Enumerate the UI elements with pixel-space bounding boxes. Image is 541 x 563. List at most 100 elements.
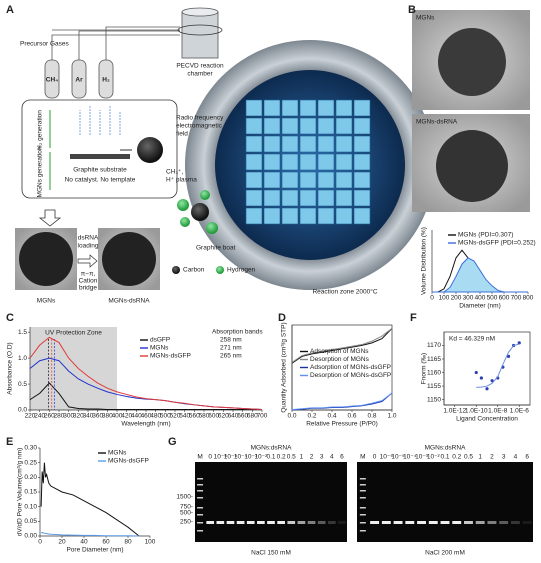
legend-label: MGNs-dsGFP (PDI=0.252) <box>458 240 536 247</box>
x-tick-label: 300 <box>463 295 474 302</box>
gas-label: H₂ <box>102 77 110 84</box>
cube <box>335 189 353 207</box>
y-axis-label: Quantity Adsorbed (cm³/g STP) <box>281 322 288 412</box>
loading-label: loading <box>78 243 99 250</box>
lane-label: 10⁻⁵ <box>224 454 238 461</box>
band <box>297 521 306 524</box>
y-tick-label: 0.00 <box>24 533 37 540</box>
cube <box>281 153 299 171</box>
line <box>29 336 263 410</box>
lane-label: 0.5 <box>287 454 296 461</box>
legend-label: Adsorption of MGNs <box>310 348 369 355</box>
cube <box>263 153 281 171</box>
line <box>291 392 393 411</box>
annotation: Kd = 46.329 nM <box>449 336 495 343</box>
x-tick-label: 20 <box>58 539 66 546</box>
x-tick-label: 600 <box>499 295 510 302</box>
band <box>487 521 497 524</box>
cube <box>245 117 263 135</box>
frame <box>443 331 531 406</box>
lane-label: 6 <box>525 454 529 461</box>
lane-label: 0.5 <box>464 454 473 461</box>
band <box>226 521 235 524</box>
marker-band <box>197 478 204 480</box>
gas-label: Ar <box>75 77 83 84</box>
legend-label: dsGFP <box>150 337 170 344</box>
x-tick-label: 1.0E-6 <box>510 408 530 415</box>
band <box>452 521 462 524</box>
tem-label: MGNs <box>416 15 435 22</box>
band <box>464 521 473 524</box>
band <box>317 521 326 524</box>
cube <box>299 171 317 189</box>
x-tick-label: 520 <box>170 413 181 420</box>
cube <box>317 153 335 171</box>
plasma-label: H⁺ plasma <box>166 177 197 184</box>
cube <box>335 99 353 117</box>
cube <box>317 171 335 189</box>
lane-label: 2 <box>490 454 494 461</box>
cube <box>299 189 317 207</box>
x-tick-label: 0.8 <box>367 413 376 420</box>
area <box>432 257 528 293</box>
marker-band <box>359 484 366 486</box>
cube <box>299 207 317 225</box>
x-axis-label: Diameter (nm) <box>459 303 501 310</box>
lane-label: 2 <box>310 454 314 461</box>
lane-label: 10⁻³ <box>415 454 429 461</box>
cube <box>353 99 371 117</box>
y-tick-label: 1170 <box>427 342 441 349</box>
legend-label: Desorption of MGNs <box>310 356 370 363</box>
cube <box>299 135 317 153</box>
x-tick-label: 700 <box>257 413 268 420</box>
cube <box>353 207 371 225</box>
marker-band <box>197 497 204 499</box>
band <box>287 521 296 524</box>
lane-label: 10⁻² <box>427 454 441 461</box>
y-tick-label: 1.0 <box>18 355 27 362</box>
cube <box>281 171 299 189</box>
note: No catalyst. No template <box>65 177 136 184</box>
lane-label: 1 <box>300 454 304 461</box>
x-tick-label: 60 <box>102 539 110 546</box>
x-tick-label: 700 <box>511 295 522 302</box>
x-axis-label: Ligand Concentration <box>456 416 518 423</box>
rf-label: field <box>176 131 188 138</box>
point <box>517 341 521 345</box>
x-tick-label: 200 <box>451 295 462 302</box>
marker-label: 750- <box>180 504 193 511</box>
legend-peak: 265 nm <box>220 353 242 360</box>
legend-label: MGNs <box>108 450 127 457</box>
lane-label: M <box>360 454 365 461</box>
x-axis-label: Wavelength (nm) <box>121 421 170 428</box>
legend-label: MGNs-dsGFP <box>108 458 149 465</box>
band <box>327 521 336 524</box>
cube <box>245 207 263 225</box>
panel-label: A <box>6 4 14 16</box>
band <box>216 521 225 524</box>
y-tick-label: 0.30 <box>24 445 37 452</box>
cube <box>299 99 317 117</box>
lane-label: 0 <box>208 454 212 461</box>
y-tick-label: 0.25 <box>24 459 37 466</box>
cube <box>335 207 353 225</box>
y-tick-label: 0.10 <box>24 503 37 510</box>
mgns-dsrna-label: MGNs-dsRNA <box>108 298 150 305</box>
tem-label: MGNs-dsRNA <box>416 119 458 126</box>
cube <box>317 189 335 207</box>
band <box>267 521 275 524</box>
marker-band <box>197 530 204 532</box>
lane-label: M <box>197 454 202 461</box>
x-tick-label: 0 <box>38 539 42 546</box>
lane-label: 3 <box>320 454 324 461</box>
cube <box>281 189 299 207</box>
legend-label: Desorption of MGNs-dsGFP <box>310 372 391 379</box>
marker-band <box>197 484 204 486</box>
cube <box>317 99 335 117</box>
x-tick-label: 440 <box>131 413 142 420</box>
cube <box>353 171 371 189</box>
y-tick-label: 1155 <box>427 383 441 390</box>
band <box>428 521 438 524</box>
gel-title: MGNs:dsRNA <box>251 445 292 452</box>
lane-label: 0.1 <box>266 454 275 461</box>
